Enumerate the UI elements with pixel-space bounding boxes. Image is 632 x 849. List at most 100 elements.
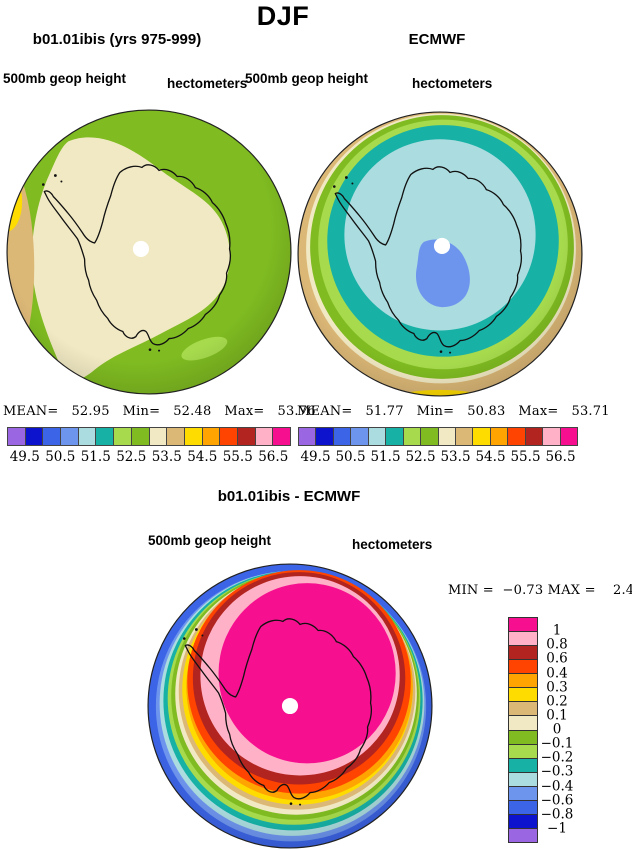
model-panel-title: b01.01ibis (yrs 975-999) xyxy=(32,31,202,48)
difference-minmax-line: MIN = −0.73 MAX = 2.40 xyxy=(448,583,632,598)
reference-colorbar-ticks: 49.5 50.5 51.5 52.5 53.5 54.5 55.5 56.5 xyxy=(298,449,578,465)
colorbar-cell xyxy=(237,428,256,445)
colorbar-cell xyxy=(509,772,537,787)
tick-label: 1 xyxy=(552,622,562,639)
colorbar-cell xyxy=(273,428,290,445)
tick-label: 51.5 xyxy=(80,449,111,465)
colorbar-cell xyxy=(509,646,537,661)
map-disk-outline xyxy=(147,563,433,849)
colorbar-cell xyxy=(509,730,537,745)
map-disk-outline xyxy=(6,109,292,395)
tick-label: 51.5 xyxy=(370,449,401,465)
colorbar-cell xyxy=(316,428,334,445)
colorbar-cell xyxy=(543,428,561,445)
colorbar-cell xyxy=(560,428,577,445)
tick-label: 56.5 xyxy=(258,449,289,465)
colorbar-cell xyxy=(509,632,537,647)
difference-legend-colorbar xyxy=(508,617,538,843)
tick-label: −0.8 xyxy=(540,806,574,823)
difference-map xyxy=(147,563,433,849)
tick-label: 56.5 xyxy=(545,449,576,465)
difference-panel-title: b01.01ibis - ECMWF xyxy=(217,488,361,505)
colorbar-cell xyxy=(509,786,537,801)
tick-label: 52.5 xyxy=(116,449,147,465)
tick-label: 50.5 xyxy=(45,449,76,465)
difference-map-field xyxy=(148,564,432,848)
figure-title: DJF xyxy=(256,1,310,31)
colorbar-cell xyxy=(490,428,509,445)
tick-label: 0.8 xyxy=(546,636,568,653)
tick-label: −0.2 xyxy=(540,749,574,766)
pole-hole xyxy=(132,240,149,258)
model-units-label: hectometers xyxy=(167,76,248,91)
colorbar-cell xyxy=(473,428,491,445)
colorbar-cell xyxy=(509,660,537,675)
colorbar-cell xyxy=(202,428,221,445)
colorbar-cell xyxy=(509,828,537,842)
colorbar-cell xyxy=(368,428,387,445)
pole-hole xyxy=(281,697,299,715)
tick-label: −0.1 xyxy=(540,735,574,752)
difference-legend-labels: 1 0.8 0.6 0.4 0.3 0.2 0.1 0 −0.1 −0.2 −0.3 −0.4 −0.6… xyxy=(540,617,574,843)
colorbar-cell xyxy=(508,428,526,445)
difference-field-label: 500mb geop height xyxy=(148,533,272,548)
colorbar-cell xyxy=(509,618,537,633)
reference-units-label: hectometers xyxy=(412,76,493,91)
map-disk-outline xyxy=(297,111,583,397)
colorbar-cell xyxy=(525,428,544,445)
colorbar-cell xyxy=(509,716,537,731)
reference-map-field xyxy=(298,112,582,396)
pole-hole xyxy=(433,237,451,254)
model-colorbar xyxy=(7,427,291,446)
model-stats-line: MEAN= 52.95 Min= 52.48 Max= 53.76 xyxy=(3,404,316,419)
colorbar-cell xyxy=(509,758,537,773)
tick-label: 52.5 xyxy=(405,449,436,465)
model-map-field xyxy=(7,110,291,394)
reference-field-label: 500mb geop height xyxy=(245,71,369,86)
tick-label: 0.4 xyxy=(546,665,568,682)
reference-panel-title: ECMWF xyxy=(408,31,466,48)
tick-label: 0.1 xyxy=(546,707,568,724)
model-field-label: 500mb geop height xyxy=(3,71,127,86)
colorbar-cell xyxy=(255,428,274,445)
tick-label: −0.6 xyxy=(540,792,574,809)
colorbar-cell xyxy=(8,428,26,445)
colorbar-cell xyxy=(61,428,79,445)
colorbar-cell xyxy=(25,428,44,445)
tick-label: 55.5 xyxy=(510,449,541,465)
tick-label: 0.6 xyxy=(546,651,568,668)
reference-colorbar xyxy=(298,427,578,446)
tick-label: −0.4 xyxy=(540,778,574,795)
colorbar-cell xyxy=(78,428,97,445)
colorbar-cell xyxy=(131,428,150,445)
tick-label: 54.5 xyxy=(187,449,218,465)
colorbar-cell xyxy=(438,428,456,445)
colorbar-cell xyxy=(403,428,422,445)
colorbar-cell xyxy=(421,428,439,445)
colorbar-cell xyxy=(220,428,238,445)
colorbar-cell xyxy=(96,428,115,445)
colorbar-cell xyxy=(509,800,537,815)
reference-map xyxy=(297,111,583,397)
colorbar-cell xyxy=(509,814,537,829)
colorbar-cell xyxy=(386,428,404,445)
colorbar-cell xyxy=(509,674,537,689)
tick-label: 53.5 xyxy=(440,449,471,465)
tick-label: 54.5 xyxy=(475,449,506,465)
tick-label: 0.3 xyxy=(546,679,568,696)
colorbar-cell xyxy=(333,428,352,445)
colorbar-cell xyxy=(299,428,317,445)
tick-label: 49.5 xyxy=(300,449,331,465)
colorbar-cell xyxy=(149,428,168,445)
reference-stats-line: MEAN= 51.77 Min= 50.83 Max= 53.71 xyxy=(297,404,610,419)
colorbar-cell xyxy=(184,428,203,445)
colorbar-cell xyxy=(509,744,537,759)
colorbar-cell xyxy=(43,428,62,445)
colorbar-cell xyxy=(509,702,537,717)
tick-label: 55.5 xyxy=(222,449,253,465)
colorbar-cell xyxy=(114,428,132,445)
colorbar-cell xyxy=(167,428,185,445)
model-map xyxy=(6,109,292,395)
difference-units-label: hectometers xyxy=(352,537,433,552)
